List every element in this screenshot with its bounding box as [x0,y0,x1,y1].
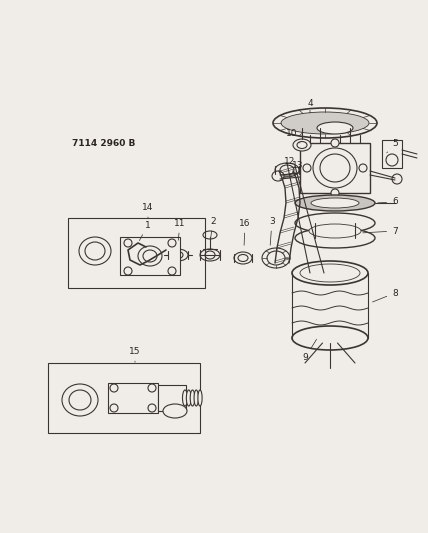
Ellipse shape [234,252,252,264]
Ellipse shape [85,242,105,260]
Ellipse shape [110,404,118,412]
Text: 14: 14 [143,203,154,218]
Text: 8: 8 [373,288,398,302]
Text: 12: 12 [284,157,300,168]
Ellipse shape [273,108,377,138]
Ellipse shape [281,112,369,134]
Ellipse shape [138,246,162,266]
Bar [120,237,180,275]
Text: 9: 9 [302,340,317,362]
Ellipse shape [124,239,132,247]
Text: 2: 2 [210,216,216,240]
Ellipse shape [200,249,220,261]
Ellipse shape [297,141,307,149]
Ellipse shape [262,248,290,268]
Text: 1: 1 [140,221,151,240]
Ellipse shape [69,390,91,410]
Bar [108,383,158,413]
Text: 7: 7 [363,227,398,236]
Bar [300,143,370,193]
Ellipse shape [311,198,359,208]
Text: 11: 11 [174,219,186,240]
Ellipse shape [186,390,191,406]
Ellipse shape [198,390,202,406]
Text: 3: 3 [269,216,275,245]
Ellipse shape [309,224,361,238]
Ellipse shape [168,267,176,275]
Ellipse shape [300,264,360,282]
Ellipse shape [190,390,195,406]
Ellipse shape [275,163,299,177]
Ellipse shape [292,326,368,350]
Ellipse shape [124,267,132,275]
Ellipse shape [163,404,187,418]
Ellipse shape [238,254,248,262]
Ellipse shape [280,165,294,175]
Ellipse shape [182,390,187,406]
Ellipse shape [295,195,375,211]
Ellipse shape [293,139,311,151]
Ellipse shape [320,154,350,182]
Ellipse shape [143,250,157,262]
Ellipse shape [168,249,188,261]
Ellipse shape [272,171,284,181]
Text: 4: 4 [307,99,313,113]
Text: 16: 16 [239,219,251,245]
Text: 5: 5 [387,139,398,153]
Ellipse shape [317,122,353,134]
Ellipse shape [267,251,285,265]
Ellipse shape [359,164,367,172]
Bar [68,218,205,288]
Ellipse shape [392,174,402,184]
Ellipse shape [295,213,375,233]
Ellipse shape [129,248,143,258]
Ellipse shape [148,404,156,412]
Bar [48,363,200,433]
Ellipse shape [62,384,98,416]
Text: 13: 13 [287,160,304,171]
Text: 6: 6 [378,198,398,206]
Ellipse shape [331,189,339,197]
Text: 10: 10 [286,128,300,143]
Ellipse shape [110,384,118,392]
Ellipse shape [386,154,398,166]
Bar [382,140,402,168]
Ellipse shape [295,228,375,248]
Ellipse shape [168,239,176,247]
Ellipse shape [303,164,311,172]
Ellipse shape [173,252,183,259]
Ellipse shape [205,251,215,259]
Ellipse shape [203,231,217,239]
Ellipse shape [331,139,339,147]
Ellipse shape [313,148,357,188]
Ellipse shape [292,261,368,285]
Bar [158,385,186,411]
Ellipse shape [79,237,111,265]
Text: 15: 15 [129,346,141,362]
Ellipse shape [194,390,199,406]
Ellipse shape [148,384,156,392]
Text: 7114 2960 B: 7114 2960 B [72,139,135,148]
